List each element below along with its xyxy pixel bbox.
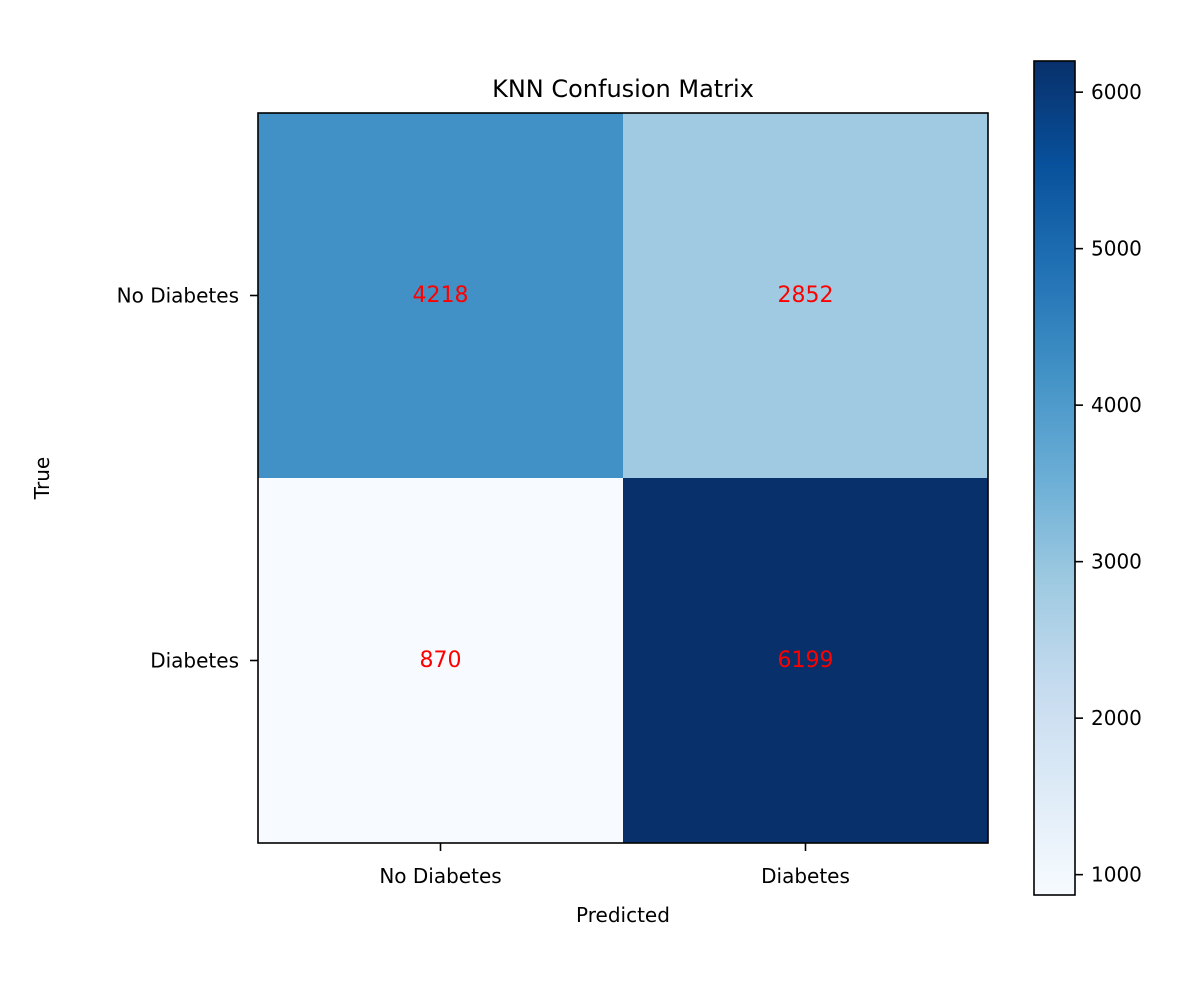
colorbar-tick-label: 6000: [1091, 80, 1142, 104]
chart-title: KNN Confusion Matrix: [492, 75, 754, 103]
heatmap-cell-labels: 4218 2852 870 6199: [413, 283, 834, 673]
colorbar-tick-label: 1000: [1091, 863, 1142, 887]
x-axis-label: Predicted: [576, 903, 670, 927]
x-tick-label: Diabetes: [761, 864, 850, 888]
y-axis-ticks: No Diabetes Diabetes: [117, 284, 258, 673]
heatmap-cell: [623, 478, 988, 843]
colorbar-tick-label: 2000: [1091, 706, 1142, 730]
y-axis-label: True: [30, 457, 54, 500]
heatmap-cells: [258, 113, 988, 843]
colorbar-tick-label: 3000: [1091, 550, 1142, 574]
x-tick-label: No Diabetes: [379, 864, 501, 888]
y-tick-label: No Diabetes: [117, 284, 239, 308]
cell-value-label: 6199: [778, 648, 834, 673]
colorbar-tick-label: 4000: [1091, 393, 1142, 417]
colorbar-ticks: 1000 2000 3000 4000 5000 6000: [1075, 80, 1142, 887]
colorbar: [1033, 60, 1076, 896]
cell-value-label: 4218: [413, 283, 469, 308]
heatmap-cell: [258, 478, 623, 843]
y-tick-label: Diabetes: [150, 649, 239, 673]
heatmap-cell: [623, 113, 988, 478]
plot-frame: [257, 112, 989, 844]
cell-value-label: 870: [420, 648, 462, 673]
cell-value-label: 2852: [778, 283, 834, 308]
x-axis-ticks: No Diabetes Diabetes: [379, 843, 850, 888]
colorbar-tick-label: 5000: [1091, 237, 1142, 261]
heatmap-cell: [258, 113, 623, 478]
